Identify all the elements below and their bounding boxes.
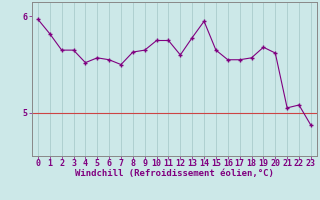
X-axis label: Windchill (Refroidissement éolien,°C): Windchill (Refroidissement éolien,°C)	[75, 169, 274, 178]
